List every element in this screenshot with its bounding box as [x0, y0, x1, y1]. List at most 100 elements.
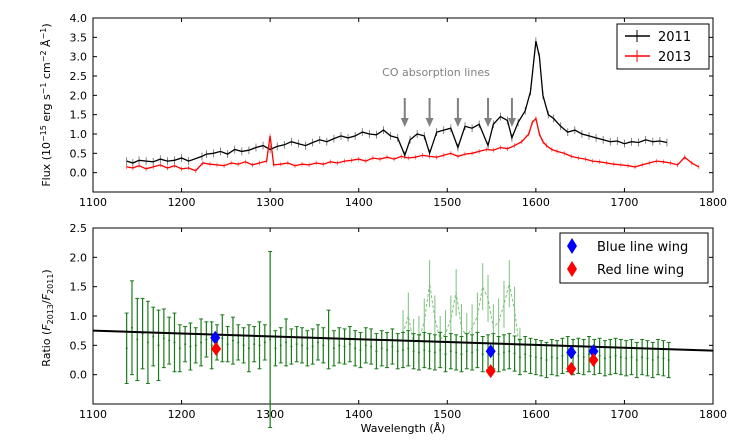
ratio-point: [237, 341, 240, 344]
bottom-xtick-label: 1400: [345, 408, 373, 421]
ratio-point: [205, 338, 208, 341]
co-arrow-head: [484, 118, 493, 127]
bottom-series: [92, 250, 714, 428]
ratio-point: [364, 344, 367, 347]
ratio-point: [502, 351, 505, 354]
ratio-point: [279, 344, 282, 347]
ratio-point: [375, 350, 378, 353]
ratio-point: [332, 347, 335, 350]
bottom-ylabel: Ratio (F2013/F2011): [40, 269, 55, 366]
bottom-xtick-label: 1800: [699, 408, 727, 421]
ratio-point: [258, 344, 261, 347]
bottom-ytick-label: 0.5: [70, 339, 88, 352]
ratio-point: [130, 326, 133, 329]
top-ticks: 1100 1200 1300 1400 1500 1600 1700 1800 0.0 0.5 1.…: [70, 12, 728, 209]
top-ytick-label: 0.5: [70, 147, 88, 160]
top-ytick-label: 2.5: [70, 70, 88, 83]
ratio-point: [603, 357, 606, 360]
ratio-point: [200, 341, 203, 344]
blue-wing-marker: [210, 330, 221, 345]
fit-line: [92, 329, 714, 352]
co-annotation: CO absorption lines: [382, 66, 516, 127]
ratio-point: [136, 338, 139, 341]
series-2013-line: [126, 117, 700, 172]
bottom-ticks: 1100 1200 1300 1400 1500 1600 1700 18000.00.51.…: [70, 222, 728, 421]
co-arrow-head: [425, 118, 434, 127]
ratio-point: [476, 349, 479, 352]
ratio-point: [274, 347, 277, 350]
ratio-point: [269, 338, 272, 341]
top-ytick-label: 3.0: [70, 51, 88, 64]
ratio-point: [561, 354, 564, 357]
top-ylabel: Flux (10−15 erg s−1 cm−2 Å−1): [39, 23, 53, 186]
ratio-point: [635, 359, 638, 361]
ratio-point: [348, 343, 351, 346]
ratio-point: [402, 349, 404, 352]
ratio-point: [540, 357, 543, 360]
top-ytick-label: 1.0: [70, 128, 88, 141]
ratio-point: [614, 354, 617, 357]
ratio-point: [508, 350, 511, 353]
legend-blue-label: Blue line wing: [597, 240, 688, 255]
ratio-point: [577, 354, 580, 357]
ratio-point: [550, 356, 553, 359]
ratio-point: [428, 350, 431, 353]
ratio-point: [359, 349, 362, 352]
ratio-point: [285, 341, 288, 344]
ratio-point: [412, 350, 415, 353]
ratio-point: [231, 339, 234, 342]
ratio-point: [417, 351, 420, 354]
top-xtick-label: 1100: [79, 196, 107, 209]
bottom-panel: 1100 1200 1300 1400 1500 1600 1700 18000.00.51.…: [40, 222, 727, 435]
ratio-point: [646, 357, 649, 360]
ratio-point: [184, 343, 187, 346]
ratio-point: [529, 354, 532, 357]
red-wing-marker: [211, 341, 222, 356]
bottom-ytick-label: 2.0: [70, 251, 88, 264]
ratio-point: [152, 335, 155, 338]
blue-wing-marker: [566, 345, 577, 360]
ratio-point: [455, 351, 458, 354]
ratio-point: [471, 351, 474, 354]
ratio-point: [423, 349, 426, 352]
legend-2011-label: 2011: [658, 30, 691, 45]
red-wing-marker: [588, 353, 599, 367]
ratio-point: [444, 353, 447, 356]
top-panel: 1100 1200 1300 1400 1500 1600 1700 1800 0.0 0.5 1.…: [39, 12, 727, 209]
ratio-point: [433, 351, 436, 354]
ratio-point: [173, 341, 176, 344]
ratio-point: [407, 347, 410, 350]
bottom-xtick-label: 1100: [79, 408, 107, 421]
red-wing-marker: [566, 361, 577, 376]
ratio-point: [343, 345, 346, 348]
ratio-point: [497, 353, 500, 356]
ratio-point: [524, 353, 527, 356]
ratio-point: [322, 344, 325, 347]
ratio-point: [465, 350, 468, 353]
legend-red-diamond: [567, 261, 577, 277]
ratio-point: [221, 337, 224, 340]
ratio-point: [545, 359, 548, 361]
bottom-xtick-label: 1700: [610, 408, 638, 421]
ratio-point: [667, 359, 670, 361]
ratio-point: [157, 344, 160, 347]
ratio-point: [146, 341, 149, 344]
ratio-point: [247, 347, 250, 350]
ratio-point: [609, 356, 612, 359]
red-wing-marker: [485, 364, 496, 379]
top-ytick-label: 2.0: [70, 89, 88, 102]
ratio-point: [194, 344, 197, 347]
top-xtick-label: 1200: [168, 196, 196, 209]
ratio-point: [178, 347, 181, 350]
ratio-point: [582, 356, 585, 359]
ratio-point: [396, 350, 399, 353]
ratio-point: [619, 356, 622, 359]
ratio-point: [513, 352, 516, 355]
bottom-xtick-label: 1200: [168, 408, 196, 421]
ratio-point: [641, 356, 644, 359]
co-arrow-head: [400, 118, 409, 127]
co-annotation-text: CO absorption lines: [382, 66, 490, 79]
blue-wing-marker: [588, 344, 599, 359]
ratio-point: [534, 356, 537, 359]
